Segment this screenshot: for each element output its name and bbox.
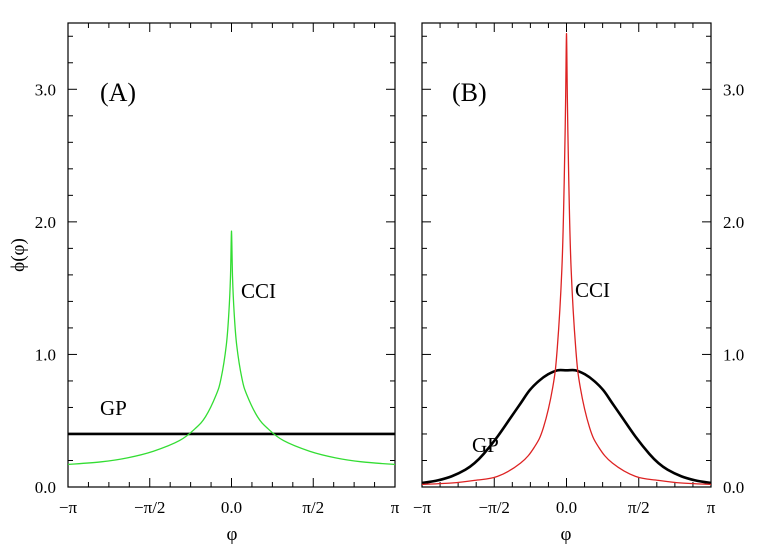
panel-a-ticks — [67, 23, 396, 488]
x-tick-label: 0.0 — [556, 498, 577, 517]
panel-b-x-axis-label: φ — [561, 524, 572, 545]
x-tick-label: 0.0 — [221, 498, 242, 517]
x-tick-label: −π — [413, 498, 432, 517]
y-tick-label: 3.0 — [723, 80, 744, 99]
panel-a: −π −π/2 0.0 π/2 π 0.01.02.03.0 (A) CCI GP φ … — [8, 22, 400, 545]
panel-a-x-axis-label: φ — [227, 524, 238, 545]
x-tick-label: −π/2 — [479, 498, 510, 517]
x-tick-label: −π — [59, 498, 78, 517]
x-tick-label: π/2 — [302, 498, 324, 517]
panel-b: −π −π/2 0.0 π/2 π 0.0 1.0 2.0 3.0 (B) CCI GP φ — [413, 22, 744, 545]
panel-b-annotation-cci: CCI — [575, 278, 610, 302]
y-tick-label: 0.0 — [723, 478, 744, 497]
panel-b-ticks — [421, 23, 712, 488]
series-line-cci — [421, 32, 712, 485]
series-line-gp — [421, 368, 712, 485]
panel-a-x-tick-labels: −π −π/2 0.0 π/2 π — [59, 498, 400, 517]
panel-a-annotation-gp: GP — [100, 396, 127, 420]
panel-a-label: (A) — [100, 78, 136, 107]
x-tick-label: −π/2 — [134, 498, 165, 517]
panel-a-y-axis-label: ϕ(φ) — [8, 238, 29, 272]
series-line-cci — [67, 230, 396, 466]
panel-b-annotation-gp: GP — [472, 433, 499, 457]
panel-b-y-tick-labels: 0.0 1.0 2.0 3.0 — [723, 80, 744, 497]
y-tick-label: 3.0 — [35, 80, 56, 99]
y-tick-label: 1.0 — [35, 345, 56, 364]
panel-a-annotation-cci: CCI — [241, 279, 276, 303]
y-tick-label: 1.0 — [723, 345, 744, 364]
panel-b-series — [421, 32, 712, 485]
x-tick-label: π/2 — [628, 498, 650, 517]
panel-a-y-tick-labels: 0.0 1.0 2.0 3.0 — [35, 80, 56, 497]
panel-b-x-tick-labels: −π −π/2 0.0 π/2 π — [413, 498, 716, 517]
panel-b-label: (B) — [452, 78, 487, 107]
panel-a-series — [67, 230, 396, 466]
y-tick-label: 2.0 — [35, 213, 56, 232]
x-tick-label: π — [707, 498, 716, 517]
x-tick-label: π — [391, 498, 400, 517]
y-tick-label: 2.0 — [723, 213, 744, 232]
y-tick-label: 0.0 — [35, 478, 56, 497]
